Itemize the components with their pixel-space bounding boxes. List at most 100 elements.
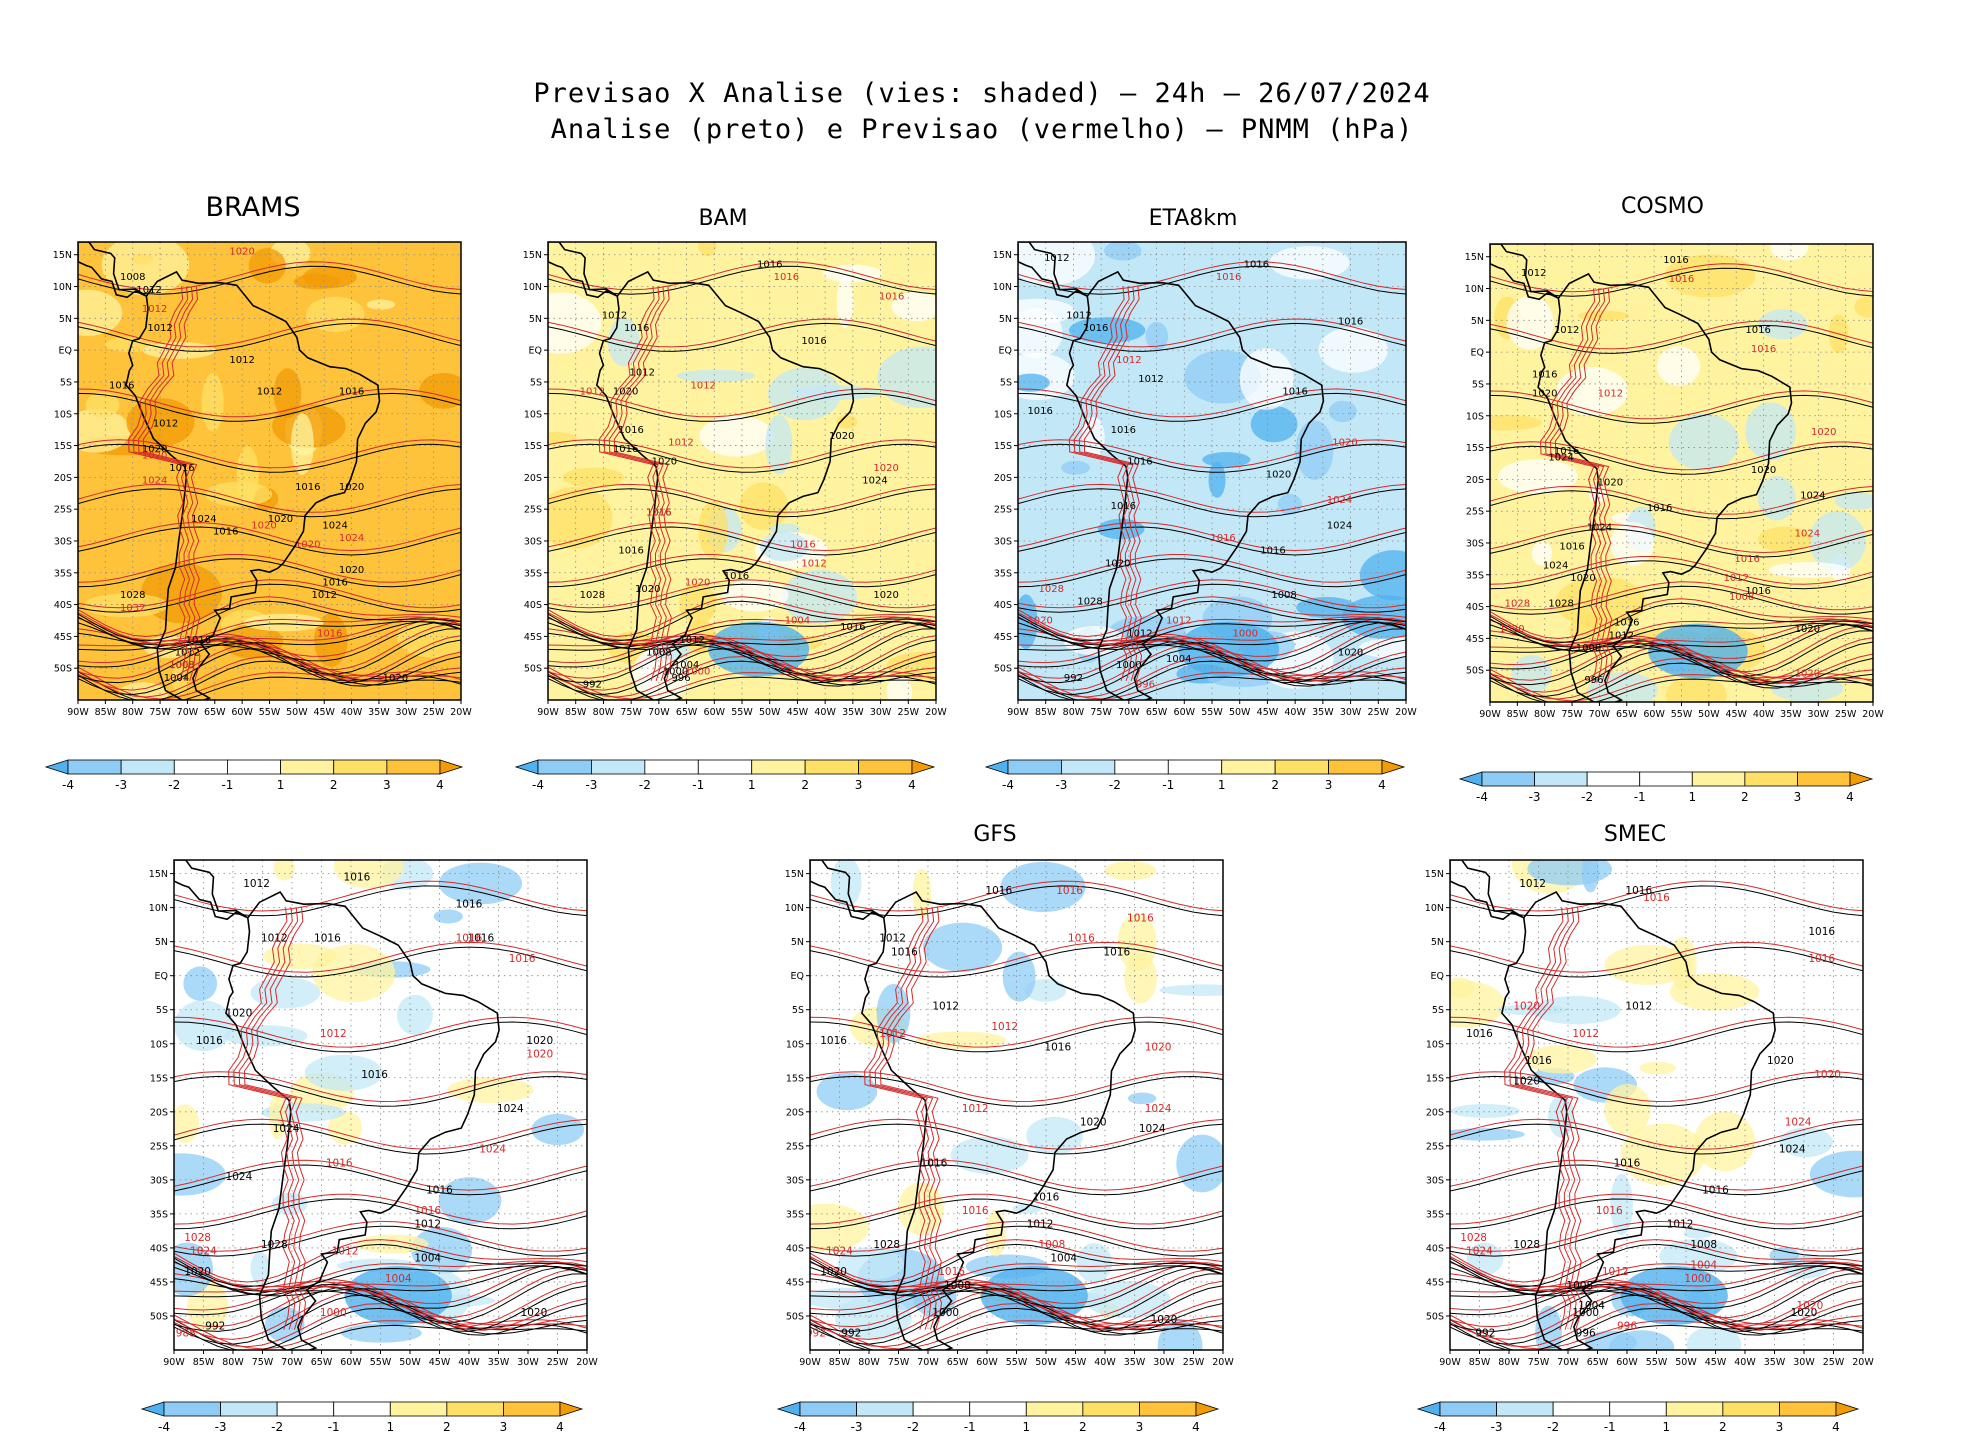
andes-contour [608, 286, 668, 682]
analysis-isobar-label: 1004 [1050, 1253, 1077, 1265]
analysis-isobar-label: 1024 [191, 514, 216, 525]
central-america-outline [548, 242, 618, 299]
forecast-isobar [1490, 635, 1873, 681]
panel-gfs: 1016 1012 1016 1016 1012 1016 1016 1020 1024 1016… [770, 858, 1234, 1378]
colorbar-cosmo: -4 -3 -2 -1 1 2 3 4 [1458, 771, 1874, 816]
forecast-isobar-label: 1008 [169, 660, 194, 671]
forecast-isobar-label: 1000 [685, 667, 710, 678]
analysis-isobar-label: 1016 [1663, 255, 1688, 266]
analysis-isobar [78, 660, 461, 700]
analysis-isobar [548, 600, 936, 642]
forecast-isobar [548, 483, 936, 513]
y-tick-label: 50S [54, 664, 72, 675]
analysis-isobar-label: 1008 [1566, 1280, 1593, 1292]
analysis-isobar [78, 638, 461, 684]
colorbar-swatch [751, 759, 806, 775]
analysis-isobar [1490, 528, 1873, 558]
analysis-isobar [78, 628, 461, 675]
forecast-isobar [174, 1118, 587, 1150]
bias-patch [1328, 400, 1357, 423]
analysis-isobar-label: 1016 [724, 571, 749, 582]
colorbar-tick-label: -2 [1547, 1420, 1559, 1434]
andes-contour [1073, 286, 1133, 682]
analysis-isobar [1490, 618, 1873, 652]
colorbar-tick-label: -3 [1055, 778, 1067, 792]
forecast-isobar-label: 1012 [1572, 1028, 1599, 1040]
forecast-isobar [1450, 1159, 1863, 1191]
forecast-isobar [1018, 579, 1406, 609]
forecast-isobar-label: 1008 [1039, 1239, 1066, 1251]
analysis-isobar [1018, 616, 1406, 650]
bias-patch [835, 1296, 912, 1341]
forecast-isobar [1490, 620, 1873, 659]
x-tick-label: 65W [676, 707, 698, 718]
x-tick-label: 40W [1734, 1357, 1756, 1368]
colorbar-arrow-low [776, 1401, 801, 1417]
y-tick-label: 40S [54, 600, 72, 611]
x-tick-label: 60W [1616, 1357, 1638, 1368]
y-tick-label: 40S [1466, 602, 1484, 613]
bias-patch [836, 275, 854, 328]
colorbar-tick-label: -4 [1476, 790, 1488, 804]
colorbar-tick-label: -3 [1491, 1420, 1503, 1434]
colorbar-swatch [799, 1401, 857, 1417]
colorbar-swatch [1744, 771, 1798, 787]
forecast-isobar [810, 1193, 1223, 1225]
y-tick-label: 25S [150, 1141, 168, 1152]
forecast-isobar-label: 1012 [690, 380, 715, 391]
bias-patch [1103, 242, 1142, 261]
analysis-isobar [1490, 445, 1873, 475]
y-tick-label: EQ [1471, 348, 1484, 359]
central-america-outline [1018, 242, 1088, 299]
x-tick-label: 80W [1498, 1357, 1520, 1368]
x-tick-label: 50W [1675, 1357, 1697, 1368]
forecast-isobar [1490, 581, 1873, 611]
y-tick-label: EQ [529, 346, 542, 357]
forecast-isobar [174, 1239, 587, 1283]
colorbar-arrow-low [514, 759, 539, 775]
analysis-isobar [1490, 640, 1873, 686]
colorbar-swatch [644, 759, 699, 775]
forecast-isobar-label: 1012 [320, 1028, 347, 1040]
x-tick-label: 55W [731, 707, 753, 718]
x-tick-label: 60W [976, 1357, 998, 1368]
bias-patch [101, 242, 190, 296]
x-tick-label: 50W [759, 707, 781, 718]
forecast-isobar [810, 1071, 1223, 1103]
analysis-isobar [174, 1283, 587, 1332]
andes-contour [613, 286, 673, 682]
bias-patch [1664, 254, 1756, 298]
y-tick-label: 15S [54, 441, 72, 452]
bias-patch [1694, 1111, 1756, 1172]
bias-patch [290, 413, 314, 475]
analysis-isobar-label: 1004 [1578, 1300, 1605, 1312]
map-svg: 1016101210161012101610161020102010241016… [1425, 859, 1874, 1368]
x-tick-label: 90W [163, 1357, 185, 1368]
analysis-isobar-label: 1016 [213, 527, 238, 538]
x-tick-label: 20W [1395, 707, 1417, 718]
panel-title-brams: BRAMS [205, 192, 301, 223]
analysis-isobar-label: 1020 [526, 1035, 553, 1047]
y-tick-label: EQ [59, 346, 72, 357]
forecast-isobar [548, 616, 936, 646]
forecast-isobar [78, 616, 461, 646]
analysis-isobar-label: 1024 [497, 1103, 524, 1115]
x-tick-label: 70W [917, 1357, 939, 1368]
forecast-isobar [810, 1118, 1223, 1150]
x-tick-label: 60W [231, 707, 253, 718]
forecast-isobar [548, 656, 936, 698]
x-tick-label: 30W [1793, 1357, 1815, 1368]
colorbar-swatch [537, 759, 592, 775]
analysis-isobar-label: 1024 [1139, 1123, 1166, 1135]
colorbar-tick-label: 4 [556, 1420, 564, 1434]
analysis-isobar [810, 1164, 1223, 1196]
analysis-isobar-label: 1016 [1525, 1055, 1552, 1067]
x-tick-label: 60W [340, 1357, 362, 1368]
forecast-isobar [1450, 1220, 1863, 1252]
y-tick-label: 5S [1472, 379, 1484, 390]
forecast-isobar [548, 318, 936, 348]
colorbar-tick-label: -3 [115, 778, 127, 792]
analysis-isobar-label: 1016 [618, 546, 643, 557]
andes-contour [864, 907, 927, 1330]
y-tick-label: 50S [1466, 666, 1484, 677]
